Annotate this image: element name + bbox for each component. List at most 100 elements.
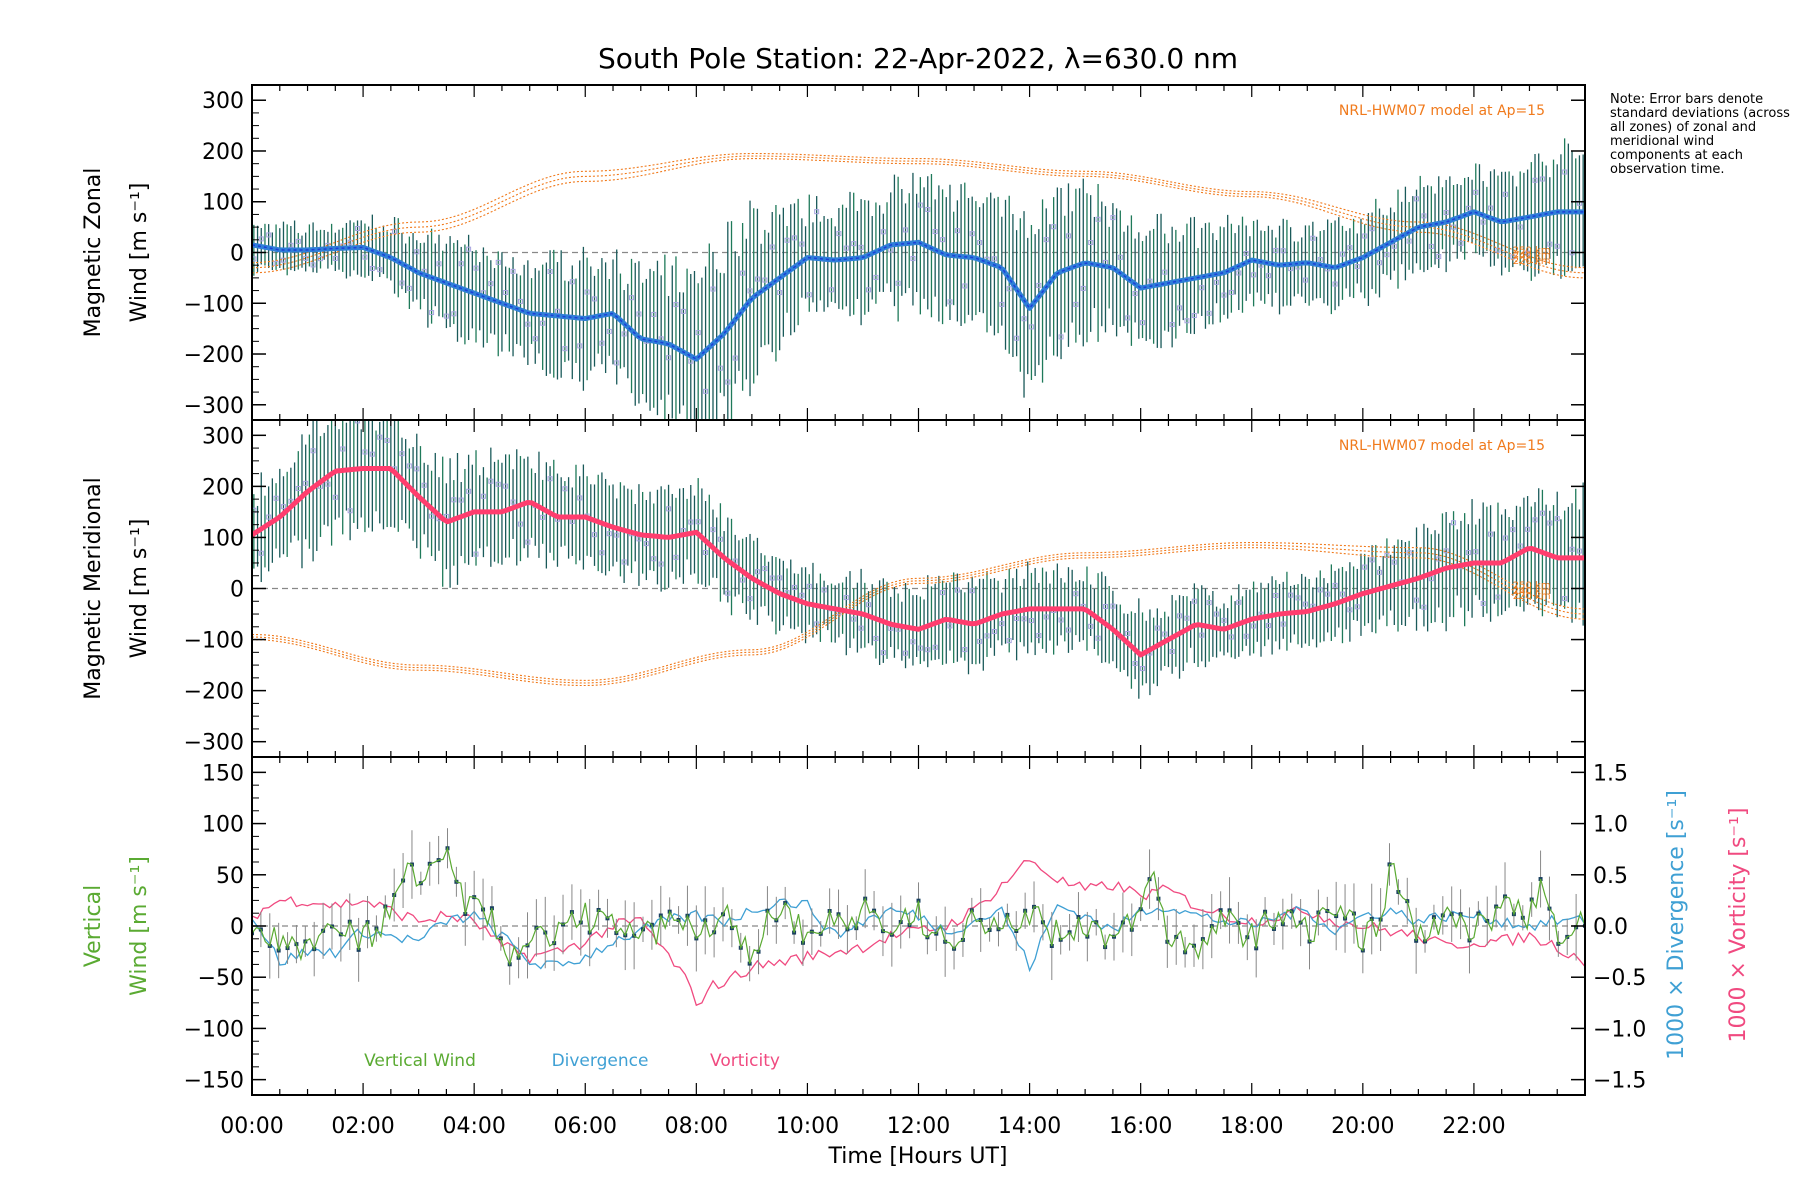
zonal-zone-point xyxy=(1302,277,1308,283)
meridional-zone-point xyxy=(1214,611,1220,617)
zonal-y-tick-label: 300 xyxy=(202,89,244,114)
zonal-zone-point xyxy=(903,227,909,233)
zonal-zone-point xyxy=(1228,289,1234,295)
zonal-model-curve-2 xyxy=(252,158,1585,279)
zonal-zone-point xyxy=(754,276,760,282)
meridional-zone-point xyxy=(777,575,783,581)
meridional-zone-point xyxy=(873,635,879,641)
zonal-ylabel-line2: Wind [m s⁻¹] xyxy=(127,183,152,323)
meridional-zone-point xyxy=(821,587,827,593)
zonal-zone-point xyxy=(1236,270,1242,276)
zonal-zone-point xyxy=(280,257,286,263)
meridional-zone-point xyxy=(1043,614,1049,620)
zonal-zone-point xyxy=(1317,257,1323,263)
meridional-zone-point xyxy=(577,495,583,501)
meridional-zone-point xyxy=(673,554,679,560)
meridional-zone-point xyxy=(503,483,509,489)
zonal-zone-point xyxy=(732,355,738,361)
meridional-zone-point xyxy=(725,590,731,596)
meridional-zone-point xyxy=(1236,599,1242,605)
meridional-zone-point xyxy=(1058,617,1064,623)
zonal-zone-point xyxy=(592,296,598,302)
meridional-zone-point xyxy=(399,451,405,457)
zonal-zone-point xyxy=(895,280,901,286)
zonal-zone-point xyxy=(1406,238,1412,244)
meridional-zone-point xyxy=(1376,569,1382,575)
zonal-zone-point xyxy=(332,255,338,261)
meridional-y-tick-label: 100 xyxy=(202,526,244,551)
legend-divergence: Divergence xyxy=(552,1051,649,1071)
meridional-zone-point xyxy=(1480,600,1486,606)
meridional-zone-point xyxy=(1199,632,1205,638)
meridional-zone-point xyxy=(1021,616,1027,622)
zonal-zone-point xyxy=(1214,279,1220,285)
meridional-y-tick-label: 200 xyxy=(202,475,244,500)
zonal-zone-point xyxy=(1191,313,1197,319)
meridional-zone-point xyxy=(1110,603,1116,609)
meridional-zone-point xyxy=(288,498,294,504)
zonal-zone-point xyxy=(747,288,753,294)
meridional-zone-point xyxy=(917,645,923,651)
zonal-zone-point xyxy=(1110,215,1116,221)
meridional-zone-point xyxy=(799,592,805,598)
zonal-zone-point xyxy=(443,313,449,319)
zonal-zone-point xyxy=(517,298,523,304)
zonal-model-curve-0 xyxy=(252,152,1585,269)
vertical-wind-line xyxy=(252,846,1585,967)
x-tick-label: 04:00 xyxy=(442,1114,505,1139)
zonal-zone-point xyxy=(429,310,435,316)
meridional-plot-area xyxy=(252,420,1585,699)
zonal-zone-point xyxy=(880,229,886,235)
zonal-zone-point xyxy=(1421,213,1427,219)
zonal-zone-point xyxy=(1376,260,1382,266)
zonal-zone-point xyxy=(569,279,575,285)
zonal-zone-point xyxy=(843,245,849,251)
meridional-zone-point xyxy=(1539,510,1545,516)
zonal-zone-point xyxy=(1043,237,1049,243)
meridional-zone-point xyxy=(1243,633,1249,639)
meridional-zone-point xyxy=(614,532,620,538)
meridional-zone-point xyxy=(525,539,531,545)
meridional-model-alt-label: 240 km xyxy=(1513,586,1551,597)
meridional-zone-point xyxy=(406,463,412,469)
zonal-zone-point xyxy=(1443,210,1449,216)
meridional-zone-point xyxy=(414,466,420,472)
zonal-y-tick-label: −200 xyxy=(184,343,244,368)
meridional-zone-point xyxy=(369,451,375,457)
zonal-zone-point xyxy=(369,265,375,271)
meridional-zone-point xyxy=(806,583,812,589)
zonal-zone-point xyxy=(1140,320,1146,326)
meridional-zone-point xyxy=(1339,591,1345,597)
y2-tick-label: 1.5 xyxy=(1593,761,1628,786)
meridional-zone-point xyxy=(910,639,916,645)
zonal-zone-point xyxy=(488,281,494,287)
zonal-zone-point xyxy=(858,244,864,250)
meridional-zone-point xyxy=(1436,556,1442,562)
zonal-zone-point xyxy=(851,241,857,247)
vertical-y-tick-label: −150 xyxy=(184,1069,244,1094)
zonal-zone-point xyxy=(1184,318,1190,324)
meridional-mean-wind-line xyxy=(252,466,1585,658)
meridional-zone-point xyxy=(925,647,931,653)
meridional-zone-point xyxy=(1428,576,1434,582)
zonal-zone-point xyxy=(1132,291,1138,297)
zonal-zone-point xyxy=(406,285,412,291)
meridional-zone-point xyxy=(480,493,486,499)
meridional-y-tick-label: 0 xyxy=(230,578,244,603)
zonal-zone-point xyxy=(606,328,612,334)
zonal-y-tick-label: 100 xyxy=(202,191,244,216)
zonal-model-curve-1 xyxy=(252,155,1585,274)
vertical-y-tick-label: 50 xyxy=(216,864,244,889)
zonal-zone-point xyxy=(954,228,960,234)
meridional-model-label: NRL-HWM07 model at Ap=15 xyxy=(1339,438,1545,454)
vertical-plot-area xyxy=(252,828,1585,1007)
x-tick-label: 06:00 xyxy=(554,1114,617,1139)
meridional-zone-point xyxy=(643,541,649,547)
x-tick-label: 10:00 xyxy=(776,1114,839,1139)
error-bar-note: Note: Error bars denote standard deviati… xyxy=(1610,92,1790,177)
meridional-zone-point xyxy=(984,633,990,639)
zonal-zone-point xyxy=(1473,189,1479,195)
meridional-zone-point xyxy=(1317,587,1323,593)
zonal-zone-point xyxy=(836,231,842,237)
vertical-y-tick-label: −100 xyxy=(184,1017,244,1042)
